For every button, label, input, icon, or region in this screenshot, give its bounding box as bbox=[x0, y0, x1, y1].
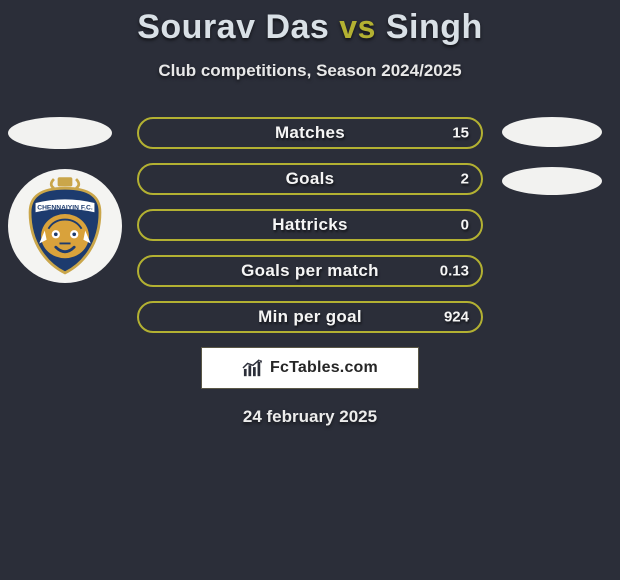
stat-value-right: 15 bbox=[452, 125, 469, 142]
brand-box[interactable]: FcTables.com bbox=[201, 347, 419, 389]
stat-value-right: 924 bbox=[444, 309, 469, 326]
club-a-crest-icon: CHENNAIYIN F.C. bbox=[19, 175, 111, 277]
player-b-name: Singh bbox=[386, 8, 483, 46]
player-a-photo-placeholder bbox=[8, 117, 112, 149]
stat-bar: Min per goal 924 bbox=[137, 301, 483, 333]
stat-bar: Matches 15 bbox=[137, 117, 483, 149]
club-a-badge-text: CHENNAIYIN F.C. bbox=[37, 204, 93, 211]
stat-value-right: 2 bbox=[461, 171, 469, 188]
bar-chart-icon bbox=[242, 358, 264, 378]
date-text: 24 february 2025 bbox=[0, 407, 620, 427]
stat-bar: Goals per match 0.13 bbox=[137, 255, 483, 287]
stat-value-right: 0 bbox=[461, 217, 469, 234]
club-b-badge-placeholder bbox=[502, 167, 602, 195]
subtitle: Club competitions, Season 2024/2025 bbox=[0, 61, 620, 81]
stat-value-right: 0.13 bbox=[440, 263, 469, 280]
brand-text: FcTables.com bbox=[270, 359, 378, 377]
stat-bar: Goals 2 bbox=[137, 163, 483, 195]
stat-label: Goals bbox=[286, 169, 335, 189]
vs-text: vs bbox=[339, 9, 376, 45]
right-column bbox=[502, 117, 602, 215]
stat-label: Hattricks bbox=[272, 215, 347, 235]
page-title: Sourav Das vs Singh bbox=[0, 0, 620, 47]
comparison-area: CHENNAIYIN F.C. Matches 15 Goals 2 Hattricks… bbox=[0, 117, 620, 333]
left-column: CHENNAIYIN F.C. bbox=[8, 117, 122, 283]
player-a-name: Sourav Das bbox=[137, 8, 329, 46]
stat-label: Goals per match bbox=[241, 261, 379, 281]
stat-label: Min per goal bbox=[258, 307, 362, 327]
player-b-photo-placeholder bbox=[502, 117, 602, 147]
stat-bar: Hattricks 0 bbox=[137, 209, 483, 241]
club-a-badge: CHENNAIYIN F.C. bbox=[8, 169, 122, 283]
stat-bars: Matches 15 Goals 2 Hattricks 0 Goals per match… bbox=[137, 117, 483, 333]
stat-label: Matches bbox=[275, 123, 345, 143]
